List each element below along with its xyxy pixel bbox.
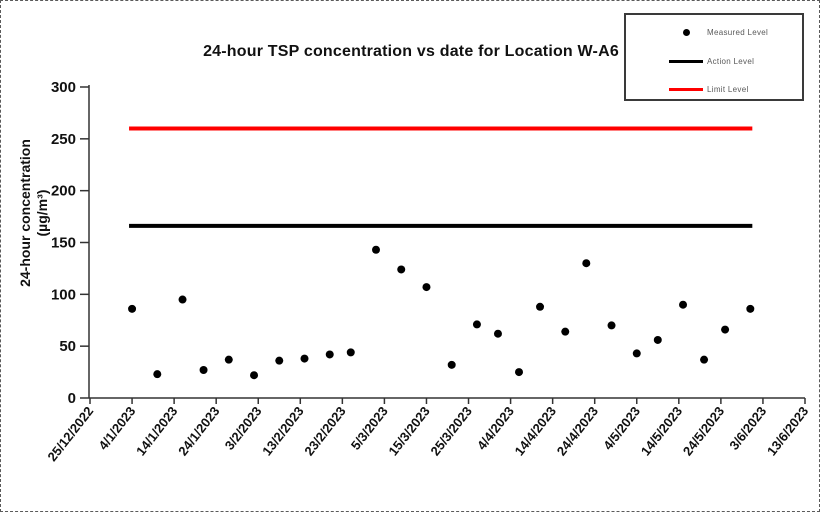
x-tick-label: 25/3/2023 (427, 404, 474, 459)
data-point-measured (561, 327, 570, 336)
x-tick-label: 14/1/2023 (133, 404, 180, 459)
data-point-measured (679, 300, 688, 309)
data-point-measured (746, 304, 755, 313)
data-point-measured (700, 355, 709, 364)
data-point-measured (275, 356, 284, 365)
x-tick-label: 13/2/2023 (259, 404, 306, 459)
limit-level-line-icon (669, 87, 703, 91)
data-point-measured (300, 354, 309, 363)
action-level-line-icon (669, 59, 703, 63)
data-point-measured (178, 295, 187, 304)
legend-entry-measured-level: Measured Level (669, 26, 768, 38)
data-point-measured (128, 304, 137, 313)
data-point-measured (493, 329, 502, 338)
y-tick-label: 250 (51, 131, 76, 148)
data-point-measured (422, 283, 431, 292)
data-point-measured (397, 265, 406, 274)
legend: Measured Level Action Level Limit Level (624, 13, 804, 101)
x-tick-label: 3/2/2023 (222, 404, 265, 453)
data-point-measured (721, 325, 730, 334)
x-tick-label: 24/4/2023 (554, 404, 601, 459)
x-tick-label: 14/5/2023 (638, 404, 685, 459)
data-point-measured (472, 320, 481, 329)
y-tick-label: 150 (51, 235, 76, 252)
y-tick-label: 100 (51, 286, 76, 303)
x-tick-label: 25/12/2022 (44, 404, 96, 465)
x-tick-label: 5/3/2023 (348, 404, 391, 453)
x-tick-label: 4/5/2023 (600, 404, 643, 453)
data-point-measured (372, 245, 380, 254)
legend-label-limit-level: Limit Level (707, 84, 749, 94)
data-point-measured (224, 355, 233, 364)
x-tick-label: 4/1/2023 (95, 404, 138, 453)
x-tick-label: 15/3/2023 (385, 404, 432, 459)
data-point-measured (536, 302, 545, 311)
data-point-measured (346, 348, 355, 357)
legend-label-measured-level: Measured Level (707, 27, 769, 37)
data-point-measured (632, 349, 641, 358)
data-point-measured (250, 371, 259, 380)
data-point-measured (199, 366, 208, 375)
data-point-measured (153, 370, 162, 379)
y-tick-label: 300 (51, 79, 76, 96)
data-point-measured (325, 350, 334, 359)
data-point-measured (607, 321, 616, 330)
y-tick-label: 0 (68, 390, 76, 407)
x-tick-label: 3/6/2023 (726, 404, 769, 453)
data-point-measured (582, 259, 591, 268)
x-tick-label: 24/1/2023 (175, 404, 222, 459)
legend-label-action-level: Action Level (707, 56, 755, 66)
data-point-measured (653, 335, 662, 344)
y-tick-label: 50 (59, 338, 76, 355)
data-point-measured (515, 368, 523, 377)
legend-entry-action-level: Action Level (669, 55, 754, 67)
x-tick-label: 23/2/2023 (301, 404, 348, 459)
data-point-measured (447, 360, 456, 369)
x-tick-label: 24/5/2023 (680, 404, 727, 459)
x-tick-label: 4/4/2023 (474, 404, 517, 453)
legend-entry-limit-level: Limit Level (669, 83, 749, 95)
chart-title: 24-hour TSP concentration vs date for Lo… (203, 43, 619, 60)
x-tick-label: 13/6/2023 (764, 404, 811, 459)
y-tick-label: 200 (51, 183, 76, 200)
x-tick-label: 14/4/2023 (512, 404, 559, 459)
measured-level-dot-icon (669, 28, 703, 36)
